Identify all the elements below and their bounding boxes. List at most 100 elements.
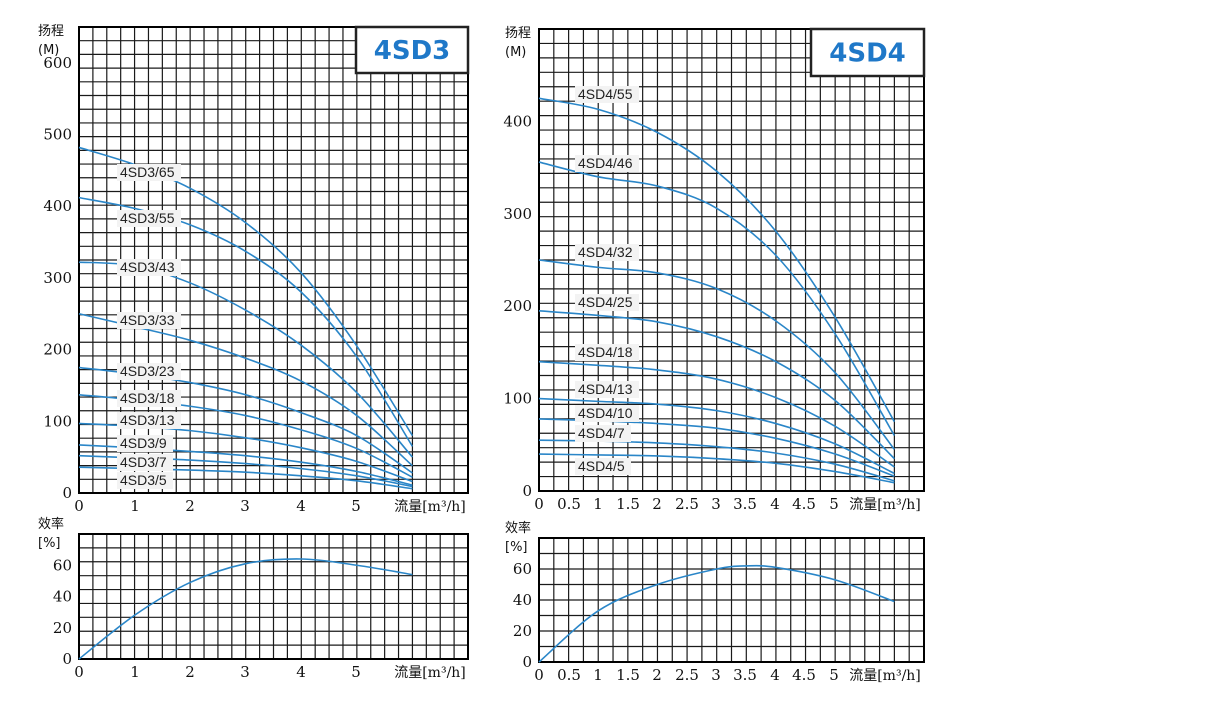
sd3-head-series-label-bg <box>117 472 173 489</box>
sd4-eff-xtick-label: 0 <box>534 666 544 684</box>
sd4-head-series-label: 4SD4/5 <box>578 458 625 474</box>
sd4-head-series-label: 4SD4/25 <box>578 294 633 310</box>
sd4-head-series-label-bg <box>575 155 639 172</box>
sd3-eff-xtick-label: 3 <box>240 663 250 681</box>
sd4-head-series-line <box>538 161 896 436</box>
sd4-head-series-line <box>538 310 895 460</box>
sd3-head-series-label-bg <box>117 412 181 429</box>
curve-layer <box>78 97 896 663</box>
sd4-head-series-line <box>538 97 896 423</box>
sd3-head-series-label: 4SD3/23 <box>120 363 175 379</box>
sd4-eff-xtick-label: 4 <box>770 666 780 684</box>
sd4-head-series-label-bg <box>575 86 639 103</box>
sd4-eff-ytick-label: 0 <box>522 653 532 671</box>
sd3-head-ylabel-unit: (M) <box>38 43 59 58</box>
sd4-head-series-label-bg <box>575 458 631 475</box>
sd3-head-xlabel: 流量[m³/h] <box>394 499 466 515</box>
sd4-head-xtick-label: 2.5 <box>675 495 699 513</box>
sd4-head-series-label-bg <box>575 244 639 261</box>
sd4-head-series-line <box>538 259 896 450</box>
sd3-eff-ytick-label: 60 <box>53 556 72 574</box>
sd4-eff-series-line <box>538 564 895 663</box>
sd4-eff-xtick-label: 3 <box>711 666 721 684</box>
sd3-head-series-label: 4SD3/18 <box>120 390 175 406</box>
sd4-head-series-line <box>538 453 895 484</box>
sd3-eff-xlabel: 流量[m³/h] <box>394 665 466 681</box>
sd3-head-ytick-label: 0 <box>62 484 72 502</box>
sd4-head-title: 4SD4 <box>829 39 906 69</box>
sd3-head-series-label: 4SD3/43 <box>120 259 175 275</box>
sd4-head-series-label: 4SD4/32 <box>578 244 633 260</box>
sd4-head-series-label: 4SD4/18 <box>578 344 633 360</box>
sd4-head-ytick-label: 200 <box>503 297 532 315</box>
sd3-head-series-label-bg <box>117 435 173 452</box>
sd3-eff-ytick-label: 20 <box>53 619 72 637</box>
sd4-head-title-box <box>809 27 926 78</box>
sd3-head-series-label: 4SD3/5 <box>120 472 167 488</box>
sd3-head-ytick-label: 300 <box>43 269 72 287</box>
sd4-head-xtick-label: 4.5 <box>792 495 816 513</box>
sd3-eff-ylabel: 效率 <box>38 516 64 532</box>
sd4-head-series-label: 4SD4/46 <box>578 155 633 171</box>
sd4-eff-ytick-label: 20 <box>513 622 532 640</box>
sd3-eff-ytick-label: 0 <box>62 650 72 668</box>
sd3-head-series-label: 4SD3/65 <box>120 164 175 180</box>
sd4-eff-xtick-label: 0.5 <box>557 666 581 684</box>
sd3-head-ylabel: 扬程 <box>38 24 64 39</box>
sd4-head-series-label-bg <box>575 405 639 422</box>
sd3-head-xtick-label: 4 <box>296 497 306 515</box>
sd3-eff-grid <box>78 533 469 660</box>
sd3-head-series-label-bg <box>117 259 181 276</box>
sd4-eff-ytick-label: 40 <box>513 591 532 609</box>
sd4-head-xtick-label: 0 <box>534 495 544 513</box>
sd4-eff-grid <box>538 537 925 663</box>
sd3-head-ytick-label: 100 <box>43 412 72 430</box>
sd3-head-ytick-label: 600 <box>43 54 72 72</box>
sd4-head-xtick-label: 4 <box>770 495 780 513</box>
sd3-head-xtick-label: 3 <box>240 497 250 515</box>
sd4-head-xlabel: 流量[m³/h] <box>849 497 921 513</box>
sd4-head-xlabel-bg <box>845 494 927 514</box>
sd4-eff-frame <box>538 537 925 663</box>
sd4-head-series-label: 4SD4/55 <box>578 86 633 102</box>
sd3-head-series-label-bg <box>117 164 181 181</box>
sd3-head-series-label: 4SD3/7 <box>120 454 167 470</box>
sd4-head-ytick-label: 100 <box>503 390 532 408</box>
sd4-eff-xlabel-bg <box>845 665 927 685</box>
sd3-eff-frame <box>78 533 469 660</box>
sd3-head-ytick-label: 500 <box>43 126 72 144</box>
sd4-eff-xtick-label: 5 <box>829 666 839 684</box>
sd4-eff-ylabel-unit: [%] <box>505 540 528 555</box>
sd4-head-xtick-label: 1 <box>593 495 603 513</box>
sd4-head-ytick-label: 400 <box>503 112 532 130</box>
sd3-head-series-label: 4SD3/9 <box>120 435 167 451</box>
sd4-head-xtick-label: 3 <box>711 495 721 513</box>
sd4-head-xtick-label: 3.5 <box>733 495 757 513</box>
sd4-head-xtick-label: 5 <box>829 495 839 513</box>
sd3-head-series-label: 4SD3/55 <box>120 210 175 226</box>
sd4-eff-xlabel: 流量[m³/h] <box>849 668 921 684</box>
sd3-eff-xtick-label: 0 <box>74 663 84 681</box>
sd4-eff-xtick-label: 2.5 <box>675 666 699 684</box>
sd3-eff-xlabel-bg <box>390 662 472 682</box>
sd3-head-ytick-label: 200 <box>43 341 72 359</box>
sd3-eff-xtick-label: 4 <box>296 663 306 681</box>
sd3-head-series-label-bg <box>117 454 173 471</box>
sd3-head-series-label-bg <box>117 312 181 329</box>
sd3-head-xtick-label: 1 <box>130 497 140 515</box>
sd4-eff-xtick-label: 2 <box>652 666 662 684</box>
sd3-head-series-label: 4SD3/33 <box>120 312 175 328</box>
sd4-head-xtick-label: 0.5 <box>557 495 581 513</box>
sd3-head-series-label-bg <box>117 210 181 227</box>
sd3-head-title: 4SD3 <box>374 36 451 66</box>
sd4-head-ylabel: 扬程 <box>505 26 531 41</box>
sd4-eff-ylabel: 效率 <box>505 520 531 536</box>
sd3-eff-xtick-label: 1 <box>130 663 140 681</box>
sd3-head-xtick-label: 2 <box>185 497 195 515</box>
sd4-eff-xtick-label: 4.5 <box>792 666 816 684</box>
sd3-head-series-label-bg <box>117 363 181 380</box>
sd3-eff-xtick-label: 5 <box>351 663 361 681</box>
sd4-head-series-label: 4SD4/7 <box>578 425 625 441</box>
